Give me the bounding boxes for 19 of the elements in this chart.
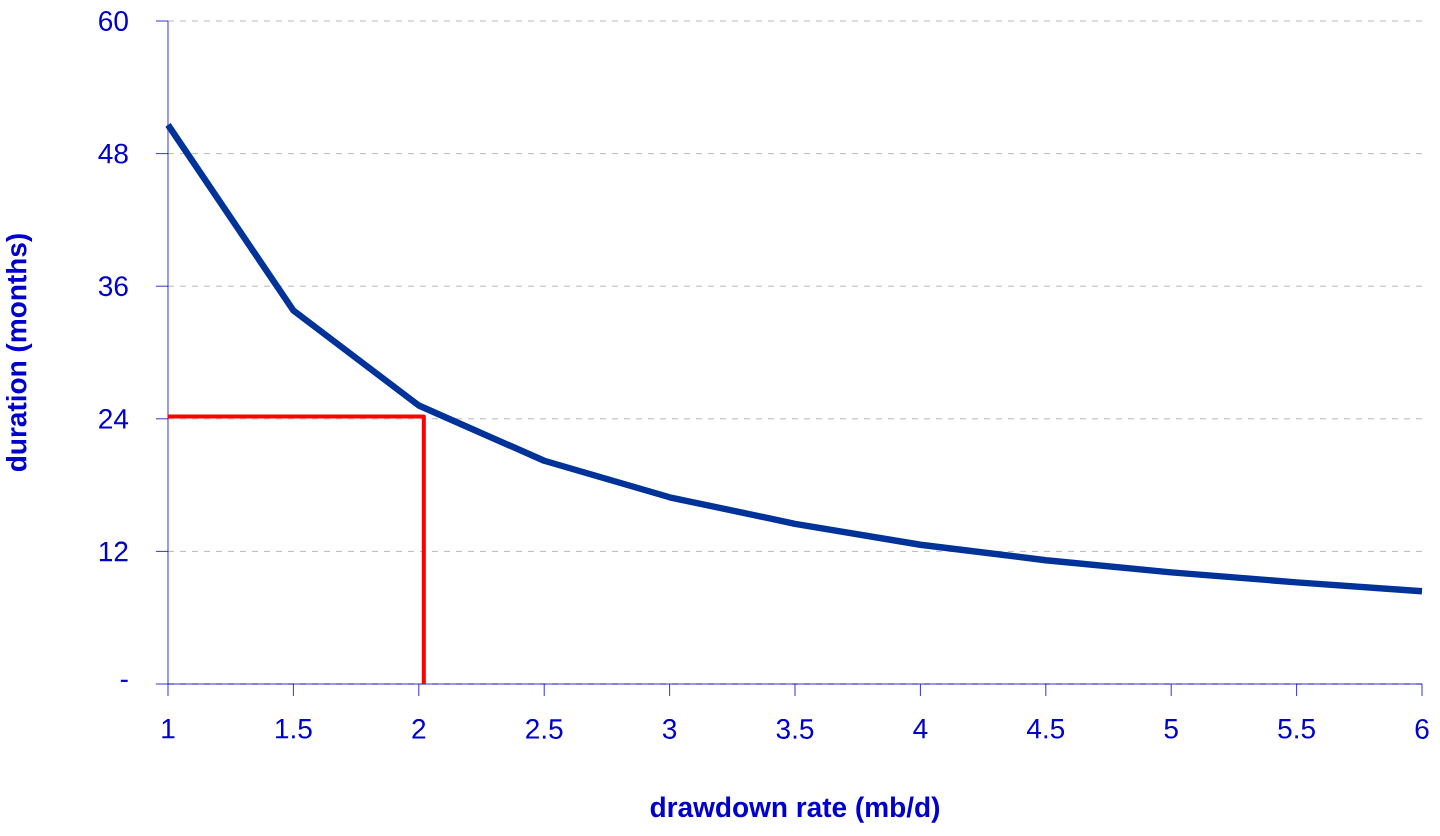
x-tick-label: 4	[913, 719, 928, 739]
y-axis-title: duration (months)	[5, 234, 33, 472]
x-tick-label: 3	[662, 719, 677, 739]
x-axis-title: drawdown rate (mb/d)	[650, 796, 940, 823]
x-tick-label: 5	[1164, 719, 1178, 739]
y-tick-label: 24	[99, 409, 129, 429]
x-tick-label: 1.5	[276, 719, 312, 739]
y-tick-label: -	[120, 679, 128, 682]
x-tick-label: 5.5	[1278, 719, 1315, 739]
y-tick-label: 48	[98, 143, 128, 164]
x-tick-label: 2.5	[526, 719, 563, 739]
x-tick-label: 3.5	[776, 719, 814, 739]
x-tick-label: 4.5	[1026, 719, 1065, 739]
y-tick-label: 36	[98, 276, 128, 297]
y-tick-label: 60	[99, 11, 128, 31]
x-tick-label: 6	[1415, 719, 1429, 739]
y-tick-label: 12	[99, 541, 128, 562]
x-tick-label: 2	[412, 719, 426, 739]
x-tick-label: 1	[162, 719, 175, 739]
